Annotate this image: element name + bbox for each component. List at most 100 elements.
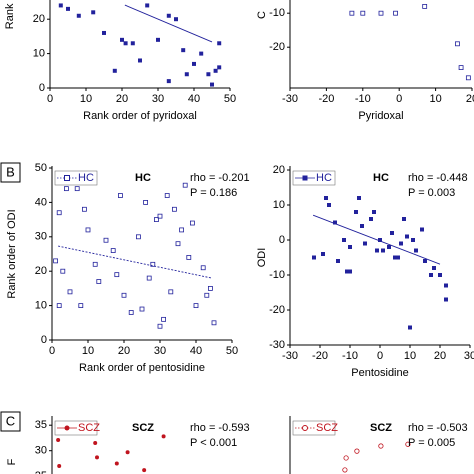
point <box>142 468 147 473</box>
y-tick-label: 50 <box>35 162 47 174</box>
y-tick-label: 0 <box>41 334 47 346</box>
x-tick-label: 40 <box>188 93 200 105</box>
point <box>171 206 177 212</box>
point <box>357 196 361 200</box>
point <box>53 258 58 264</box>
point <box>157 323 163 329</box>
chart-title: HC <box>373 172 389 184</box>
point <box>458 65 464 70</box>
point <box>393 10 398 16</box>
point <box>423 259 427 263</box>
y-axis-label: F <box>6 458 18 465</box>
panel-label: B <box>6 164 15 179</box>
point <box>354 448 360 454</box>
annotation: P = 0.186 <box>190 187 237 199</box>
point <box>164 193 170 198</box>
point <box>64 186 69 192</box>
y-tick-label: 30 <box>35 445 47 457</box>
y-tick-label: -10 <box>269 269 285 281</box>
point <box>420 227 424 232</box>
point <box>333 220 337 225</box>
point <box>343 455 349 461</box>
point <box>444 297 448 302</box>
point <box>118 193 123 198</box>
y-tick-label: 10 <box>33 48 45 60</box>
x-tick-label: 40 <box>190 345 202 357</box>
point <box>213 68 218 73</box>
y-tick-label: 25 <box>35 470 47 474</box>
point <box>78 303 84 309</box>
point <box>378 443 384 449</box>
x-tick-label: 20 <box>118 345 130 357</box>
panel-box <box>0 162 21 183</box>
point <box>96 279 102 284</box>
point <box>57 464 62 468</box>
point <box>56 303 62 309</box>
point <box>360 10 366 16</box>
point <box>175 241 181 247</box>
x-tick-label: 0 <box>47 93 53 105</box>
y-tick-label: -20 <box>269 41 285 53</box>
point <box>139 306 145 312</box>
point <box>193 303 199 309</box>
x-tick-label: -20 <box>318 93 334 105</box>
y-tick-label: 40 <box>35 196 47 208</box>
point <box>345 269 349 274</box>
legend-marker <box>302 425 308 431</box>
point <box>76 13 81 18</box>
point <box>110 248 116 253</box>
point <box>360 224 364 228</box>
point <box>422 4 428 9</box>
point <box>372 210 376 214</box>
x-tick-label: -10 <box>355 93 371 105</box>
chart-title: SCZ <box>370 422 392 434</box>
point <box>92 261 98 267</box>
point <box>85 227 91 233</box>
point <box>181 48 186 53</box>
annotation: P = 0.005 <box>408 437 455 449</box>
annotation: rho = -0.201 <box>190 172 250 184</box>
y-tick-label: -10 <box>269 7 285 19</box>
point <box>121 292 127 298</box>
x-tick-label: -30 <box>282 93 298 105</box>
x-tick-label: 0 <box>396 93 402 105</box>
point <box>192 61 196 66</box>
x-tick-label: -30 <box>282 350 298 362</box>
x-tick-label: 50 <box>226 345 238 357</box>
point <box>200 265 206 271</box>
panel-label: C <box>6 413 15 428</box>
fit-line <box>312 214 441 265</box>
point <box>375 248 379 253</box>
point <box>58 3 63 8</box>
point <box>138 58 142 63</box>
point <box>327 203 331 207</box>
point <box>128 310 134 315</box>
point <box>210 82 214 87</box>
point <box>184 72 189 77</box>
point <box>125 450 130 455</box>
point <box>217 65 222 70</box>
point <box>399 241 403 246</box>
y-tick-label: -20 <box>269 304 285 316</box>
point <box>153 217 159 223</box>
x-tick-label: 30 <box>464 350 474 362</box>
point <box>114 272 120 278</box>
point <box>150 261 156 267</box>
x-tick-label: -10 <box>342 350 358 362</box>
point <box>369 217 373 221</box>
point <box>393 255 397 260</box>
point <box>349 10 355 16</box>
x-axis-label: Pyridoxal <box>358 110 403 122</box>
point <box>145 3 150 8</box>
x-tick-label: 10 <box>404 350 416 362</box>
point <box>444 283 448 288</box>
x-tick-label: 10 <box>80 93 92 105</box>
point <box>120 37 124 42</box>
x-tick-label: 20 <box>116 93 128 105</box>
legend-marker <box>64 175 70 181</box>
point <box>102 30 106 35</box>
point <box>363 241 367 246</box>
point <box>402 217 406 221</box>
legend-label: SCZ <box>316 422 338 434</box>
